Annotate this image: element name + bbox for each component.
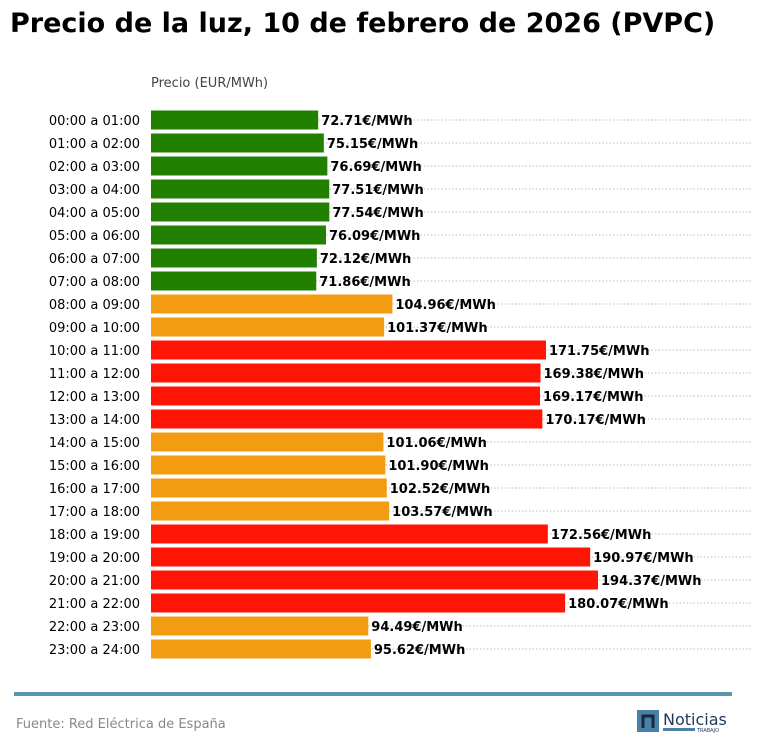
footer-divider [14, 692, 732, 696]
bar [151, 294, 393, 314]
data-label: 77.54€/MWh [332, 206, 423, 221]
bar [151, 133, 324, 153]
bar [151, 340, 546, 360]
y-tick-label: 19:00 a 20:00 [49, 551, 140, 566]
data-label: 76.09€/MWh [329, 229, 420, 244]
y-tick-label: 03:00 a 04:00 [49, 183, 140, 198]
logo-text: Noticias [663, 710, 727, 729]
data-label: 104.96€/MWh [395, 298, 496, 313]
bar [151, 156, 328, 176]
data-label: 169.17€/MWh [543, 390, 644, 405]
bar [151, 179, 330, 199]
y-tick-label: 02:00 a 03:00 [49, 160, 140, 175]
y-tick-label: 16:00 a 17:00 [49, 482, 140, 497]
bar [151, 593, 566, 613]
bar [151, 386, 541, 406]
source-note: Fuente: Red Eléctrica de España [16, 717, 226, 732]
y-tick-label: 10:00 a 11:00 [49, 344, 140, 359]
bar [151, 639, 371, 659]
data-label: 94.49€/MWh [371, 620, 462, 635]
data-label: 170.17€/MWh [545, 413, 646, 428]
data-label: 172.56€/MWh [551, 528, 652, 543]
bar [151, 271, 317, 291]
noticias-trabajo-logo: Noticias TRABAJO [637, 710, 727, 734]
data-label: 102.52€/MWh [390, 482, 491, 497]
bar [151, 570, 598, 590]
y-tick-label: 21:00 a 22:00 [49, 597, 140, 612]
bar [151, 110, 319, 130]
data-label: 180.07€/MWh [568, 597, 669, 612]
bar [151, 202, 330, 222]
y-tick-label: 01:00 a 02:00 [49, 137, 140, 152]
bar [151, 524, 548, 544]
y-tick-label: 15:00 a 16:00 [49, 459, 140, 474]
y-tick-label: 17:00 a 18:00 [49, 505, 140, 520]
bar [151, 225, 326, 245]
bar [151, 616, 369, 636]
data-label: 190.97€/MWh [593, 551, 694, 566]
y-tick-label: 04:00 a 05:00 [49, 206, 140, 221]
data-label: 95.62€/MWh [374, 643, 465, 658]
bar [151, 432, 384, 452]
y-tick-label: 11:00 a 12:00 [49, 367, 140, 382]
bar [151, 478, 387, 498]
bar [151, 317, 385, 337]
data-label: 72.12€/MWh [320, 252, 411, 267]
y-tick-label: 07:00 a 08:00 [49, 275, 140, 290]
data-label: 71.86€/MWh [319, 275, 410, 290]
data-label: 75.15€/MWh [327, 137, 418, 152]
chart-title: Precio de la luz, 10 de febrero de 2026 … [10, 8, 715, 39]
bar [151, 248, 317, 268]
bar [151, 363, 541, 383]
data-label: 101.37€/MWh [387, 321, 488, 336]
x-axis-label: Precio (EUR/MWh) [151, 76, 268, 91]
data-label: 194.37€/MWh [601, 574, 702, 589]
y-tick-label: 08:00 a 09:00 [49, 298, 140, 313]
y-tick-label: 06:00 a 07:00 [49, 252, 140, 267]
y-tick-label: 00:00 a 01:00 [49, 114, 140, 129]
bar [151, 547, 591, 567]
data-label: 76.69€/MWh [330, 160, 421, 175]
data-label: 72.71€/MWh [321, 114, 412, 129]
y-tick-label: 23:00 a 24:00 [49, 643, 140, 658]
y-tick-label: 13:00 a 14:00 [49, 413, 140, 428]
y-tick-label: 20:00 a 21:00 [49, 574, 140, 589]
data-label: 171.75€/MWh [549, 344, 650, 359]
y-tick-label: 09:00 a 10:00 [49, 321, 140, 336]
data-label: 101.90€/MWh [388, 459, 489, 474]
bar [151, 455, 386, 475]
logo-subtext: TRABAJO [696, 728, 719, 734]
y-tick-label: 22:00 a 23:00 [49, 620, 140, 635]
bar [151, 409, 543, 429]
data-label: 101.06€/MWh [386, 436, 487, 451]
data-label: 169.38€/MWh [544, 367, 645, 382]
bar [151, 501, 390, 521]
data-label: 77.51€/MWh [332, 183, 423, 198]
y-tick-label: 05:00 a 06:00 [49, 229, 140, 244]
y-tick-label: 14:00 a 15:00 [49, 436, 140, 451]
y-tick-label: 12:00 a 13:00 [49, 390, 140, 405]
y-tick-label: 18:00 a 19:00 [49, 528, 140, 543]
data-label: 103.57€/MWh [392, 505, 493, 520]
